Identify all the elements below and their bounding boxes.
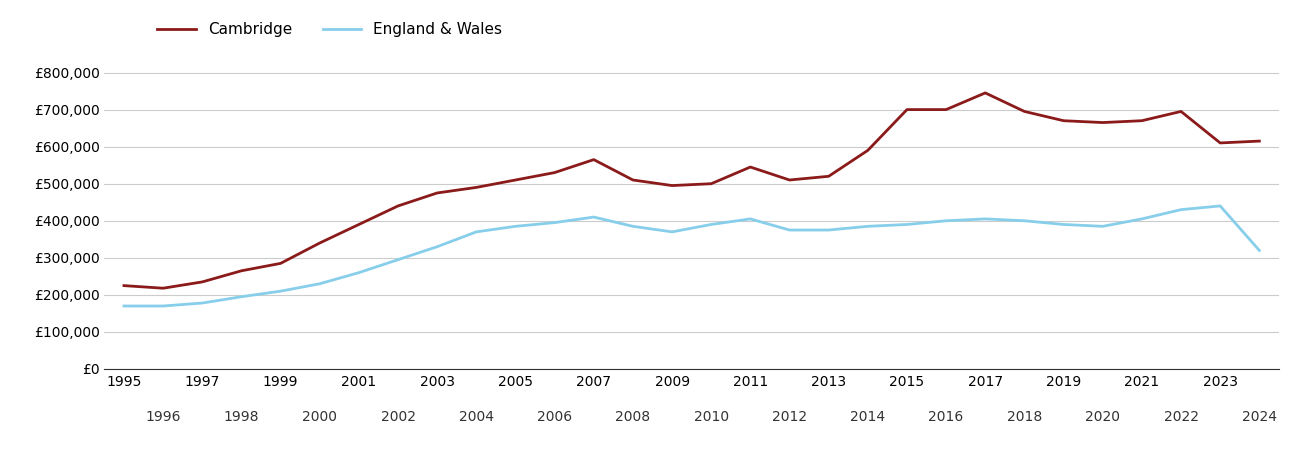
England & Wales	[312, 281, 328, 287]
England & Wales	[429, 244, 445, 249]
England & Wales	[977, 216, 993, 221]
England & Wales	[234, 294, 249, 299]
Cambridge	[664, 183, 680, 188]
Text: 2024: 2024	[1242, 410, 1276, 424]
Cambridge	[1134, 118, 1150, 123]
Cambridge	[273, 261, 288, 266]
Text: 2016: 2016	[928, 410, 964, 424]
England & Wales	[390, 257, 406, 262]
Cambridge	[234, 268, 249, 274]
England & Wales	[1134, 216, 1150, 221]
England & Wales	[194, 300, 210, 306]
Cambridge	[508, 177, 523, 183]
Cambridge	[1173, 109, 1189, 114]
Cambridge	[547, 170, 562, 176]
England & Wales	[116, 303, 132, 309]
Cambridge	[899, 107, 915, 112]
England & Wales	[899, 222, 915, 227]
Line: England & Wales: England & Wales	[124, 206, 1259, 306]
Cambridge	[468, 184, 484, 190]
Text: 2020: 2020	[1086, 410, 1120, 424]
Text: 2018: 2018	[1006, 410, 1043, 424]
Cambridge	[1056, 118, 1071, 123]
Cambridge	[860, 148, 876, 153]
Cambridge	[743, 164, 758, 170]
Text: 2002: 2002	[381, 410, 415, 424]
England & Wales	[1017, 218, 1032, 224]
Text: 2012: 2012	[773, 410, 806, 424]
England & Wales	[1095, 224, 1111, 229]
Cambridge	[782, 177, 797, 183]
Text: 2010: 2010	[694, 410, 728, 424]
Text: 2008: 2008	[616, 410, 650, 424]
Cambridge	[821, 174, 837, 179]
Cambridge	[155, 285, 171, 291]
Cambridge	[390, 203, 406, 209]
England & Wales	[1173, 207, 1189, 212]
England & Wales	[508, 224, 523, 229]
England & Wales	[586, 214, 602, 220]
England & Wales	[664, 229, 680, 234]
Cambridge	[116, 283, 132, 288]
Cambridge	[977, 90, 993, 95]
England & Wales	[1056, 222, 1071, 227]
Text: 2000: 2000	[303, 410, 337, 424]
Text: 2014: 2014	[851, 410, 885, 424]
Cambridge	[625, 177, 641, 183]
England & Wales	[351, 270, 367, 275]
England & Wales	[821, 227, 837, 233]
Cambridge	[312, 240, 328, 246]
Cambridge	[1095, 120, 1111, 125]
Cambridge	[703, 181, 719, 186]
England & Wales	[703, 222, 719, 227]
Text: 2004: 2004	[459, 410, 493, 424]
Line: Cambridge: Cambridge	[124, 93, 1259, 288]
England & Wales	[625, 224, 641, 229]
England & Wales	[155, 303, 171, 309]
Text: 1998: 1998	[223, 410, 260, 424]
Cambridge	[1017, 109, 1032, 114]
England & Wales	[1212, 203, 1228, 209]
Text: 2006: 2006	[538, 410, 572, 424]
Cambridge	[429, 190, 445, 196]
England & Wales	[938, 218, 954, 224]
England & Wales	[860, 224, 876, 229]
Cambridge	[1212, 140, 1228, 146]
Cambridge	[194, 279, 210, 284]
Cambridge	[1251, 139, 1267, 144]
Cambridge	[586, 157, 602, 162]
England & Wales	[743, 216, 758, 221]
Legend: Cambridge, England & Wales: Cambridge, England & Wales	[151, 16, 508, 43]
England & Wales	[273, 288, 288, 294]
Text: 2022: 2022	[1164, 410, 1198, 424]
Cambridge	[351, 222, 367, 227]
England & Wales	[468, 229, 484, 234]
Text: 1996: 1996	[145, 410, 181, 424]
England & Wales	[547, 220, 562, 225]
England & Wales	[782, 227, 797, 233]
England & Wales	[1251, 248, 1267, 253]
Cambridge	[938, 107, 954, 112]
